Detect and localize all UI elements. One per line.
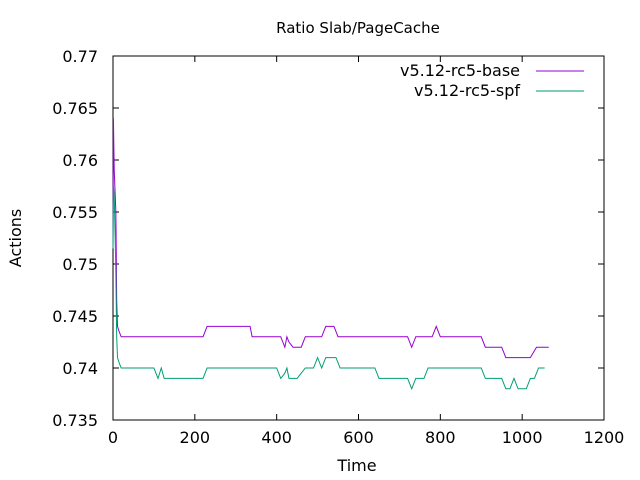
plot-frame <box>112 55 605 421</box>
legend-label-base: v5.12-rc5-base <box>400 61 520 80</box>
y-tick-label: 0.75 <box>62 255 98 274</box>
x-tick-label: 1000 <box>502 428 543 447</box>
series-line-base <box>112 118 549 359</box>
x-axis-label: Time <box>336 456 376 475</box>
series-line-spf <box>112 185 545 391</box>
chart-title: Ratio Slab/PageCache <box>276 19 440 37</box>
x-axis-ticks: 0 200 400 600 800 1000 1200 <box>108 56 624 447</box>
x-tick-label: 600 <box>343 428 374 447</box>
legend: v5.12-rc5-base v5.12-rc5-spf <box>400 61 584 100</box>
y-tick-label: 0.735 <box>52 411 98 430</box>
x-tick-label: 400 <box>261 428 292 447</box>
series-lines <box>112 118 549 391</box>
y-tick-label: 0.74 <box>62 359 98 378</box>
y-axis-label: Actions <box>6 209 25 267</box>
y-tick-label: 0.745 <box>52 307 98 326</box>
y-tick-label: 0.755 <box>52 203 98 222</box>
y-axis-ticks: 0.735 0.74 0.745 0.75 0.755 0.76 0.765 0.77 <box>52 47 604 430</box>
legend-label-spf: v5.12-rc5-spf <box>414 81 520 100</box>
y-tick-label: 0.76 <box>62 151 98 170</box>
y-tick-label: 0.765 <box>52 99 98 118</box>
x-tick-label: 0 <box>108 428 118 447</box>
x-tick-label: 800 <box>425 428 456 447</box>
x-tick-label: 200 <box>180 428 211 447</box>
y-tick-label: 0.77 <box>62 47 98 66</box>
x-tick-label: 1200 <box>584 428 625 447</box>
